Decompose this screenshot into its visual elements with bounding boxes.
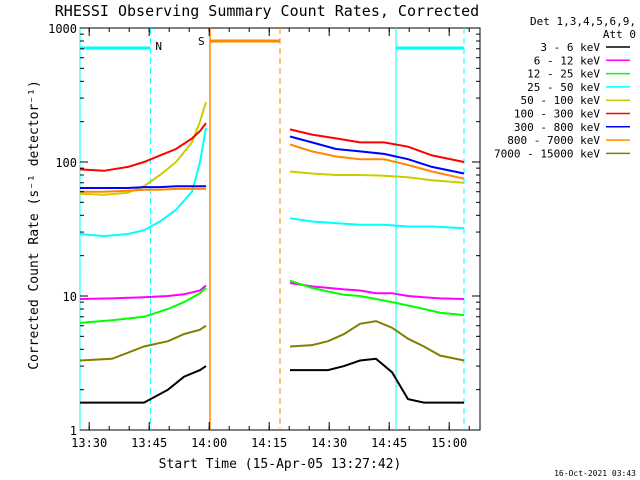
legend-title: Det 1,3,4,5,6,9,: [530, 15, 636, 28]
y-tick-label: 100: [55, 156, 77, 170]
x-tick-label: 14:30: [311, 436, 347, 450]
date-stamp: 16-Oct-2021 03:43: [554, 469, 636, 478]
legend-label-3-6-kev: 3 - 6 keV: [540, 41, 600, 54]
series-100-300-kev-segment-1: [79, 122, 207, 172]
series-100-300-kev-segment-2: [289, 128, 465, 163]
series-6-12-kev-segment-1: [79, 284, 207, 300]
legend-label-12-25-kev: 12 - 25 keV: [527, 68, 600, 81]
series-3-6-kev-segment-1: [80, 365, 207, 404]
series-12-25-kev-segment-2: [289, 279, 465, 317]
legend-label-50-100-kev: 50 - 100 keV: [521, 94, 601, 107]
x-axis-label: Start Time (15-Apr-05 13:27:42): [159, 457, 402, 472]
series-300-800-kev-segment-1: [80, 185, 206, 189]
x-tick-label: 13:30: [71, 436, 107, 450]
series-800-7000-kev-segment-1: [80, 187, 206, 193]
series-25-50-kev-segment-2: [289, 217, 465, 230]
series-800-7000-kev-segment-2: [289, 143, 465, 180]
chart-title: RHESSI Observing Summary Count Rates, Co…: [55, 2, 479, 20]
series-12-25-kev-segment-1: [79, 287, 207, 324]
night-label: N: [155, 40, 162, 53]
y-tick-label: 10: [63, 290, 77, 304]
y-axis-label: Corrected Count Rate (s⁻¹ detector⁻¹): [27, 80, 42, 370]
series-7000-15000-kev-segment-1: [79, 324, 207, 362]
legend-label-6-12-kev: 6 - 12 keV: [534, 54, 601, 67]
saa-label: S: [198, 35, 205, 48]
x-tick-label: 14:45: [371, 436, 407, 450]
series-50-100-kev-segment-2: [289, 170, 465, 184]
x-tick-label: 13:45: [131, 436, 167, 450]
legend-label-7000-15000-kev: 7000 - 15000 keV: [494, 147, 600, 160]
legend-label-300-800-kev: 300 - 800 keV: [514, 121, 600, 134]
series-25-50-kev-segment-1: [79, 127, 207, 238]
series-7000-15000-kev-segment-2: [289, 320, 465, 362]
legend-label-800-7000-kev: 800 - 7000 keV: [507, 134, 600, 147]
series-6-12-kev-segment-2: [289, 282, 465, 300]
legend-label-100-300-kev: 100 - 300 keV: [514, 108, 600, 121]
y-tick-label: 1000: [48, 22, 77, 36]
x-tick-label: 15:00: [431, 436, 467, 450]
series-3-6-kev-segment-2: [290, 357, 464, 404]
legend-label-25-50-kev: 25 - 50 keV: [527, 81, 600, 94]
series-50-100-kev-segment-1: [79, 101, 207, 196]
x-tick-label: 14:00: [191, 436, 227, 450]
y-tick-label: 1: [70, 424, 77, 438]
x-tick-label: 14:15: [251, 436, 287, 450]
legend-subtitle: Att 0: [603, 28, 636, 41]
series-300-800-kev-segment-2: [289, 135, 465, 175]
axes: 13:30 13:45 14:00 14:15 14:30 14:45 15:00 1 10 10…: [48, 22, 480, 450]
